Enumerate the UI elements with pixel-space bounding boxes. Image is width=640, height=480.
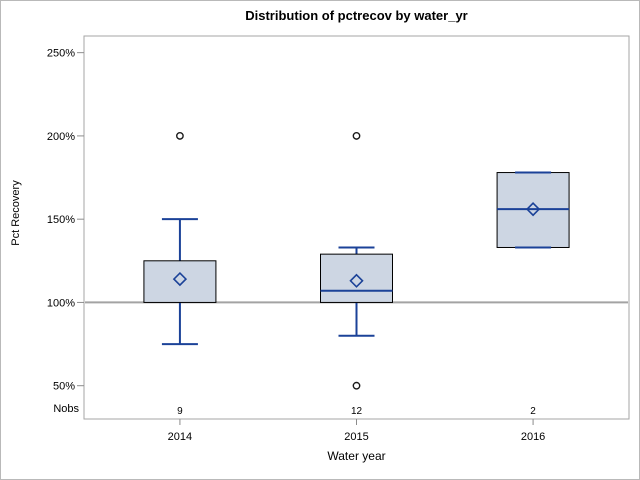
y-tick-label: 200% xyxy=(47,131,75,143)
x-axis-label: Water year xyxy=(327,449,386,463)
box-iqr xyxy=(320,253,393,303)
x-tick-label: 2016 xyxy=(521,431,545,443)
y-tick-label: 100% xyxy=(47,297,75,309)
mean-marker-diamond xyxy=(525,202,541,217)
y-tick-label: 50% xyxy=(53,381,75,393)
box-iqr xyxy=(143,260,217,303)
outlier-point xyxy=(176,132,184,140)
nobs-value: 9 xyxy=(177,406,183,417)
outlier-point xyxy=(352,381,361,390)
chart-title: Distribution of pctrecov by water_yr xyxy=(245,8,468,23)
mean-marker-diamond xyxy=(349,273,364,288)
nobs-row-label: Nobs xyxy=(53,403,79,415)
x-tick-label: 2014 xyxy=(168,431,192,443)
nobs-value: 12 xyxy=(351,406,363,417)
outlier-point xyxy=(352,132,361,140)
y-tick-label: 150% xyxy=(47,214,75,226)
x-tick-label: 2015 xyxy=(344,431,368,443)
nobs-value: 2 xyxy=(530,406,536,417)
y-tick-label: 250% xyxy=(47,48,75,60)
mean-marker-diamond xyxy=(172,271,188,287)
